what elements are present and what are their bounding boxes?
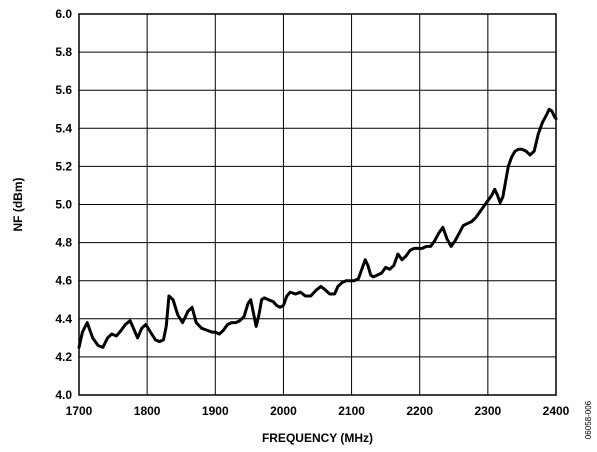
x-tick-label: 2000: [270, 404, 297, 418]
y-tick-label: 4.6: [55, 274, 72, 288]
x-tick-label: 1800: [134, 404, 161, 418]
y-tick-label: 5.6: [55, 83, 72, 97]
y-tick-label: 5.2: [55, 159, 72, 173]
y-tick-label: 5.8: [55, 45, 72, 59]
y-tick-label: 6.0: [55, 7, 72, 21]
series-layer: [77, 107, 558, 349]
x-axis-title: FREQUENCY (MHz): [262, 431, 373, 445]
y-tick-label: 4.8: [55, 236, 72, 250]
grid-lines: [78, 13, 557, 396]
y-axis-title: NF (dBm): [11, 178, 25, 232]
x-tick-labels: 1700 1800 1900 2000 2100 2200 2300 2400: [66, 404, 570, 418]
x-tick-label: 2200: [406, 404, 433, 418]
y-tick-label: 4.4: [55, 312, 72, 326]
y-tick-label: 4.2: [55, 350, 72, 364]
y-tick-label: 4.0: [55, 388, 72, 402]
x-tick-label: 2300: [475, 404, 502, 418]
x-tick-label: 2400: [543, 404, 570, 418]
plot-frame: [78, 13, 557, 396]
y-tick-label: 5.4: [55, 121, 72, 135]
y-tick-label: 5.0: [55, 198, 72, 212]
series-line: [77, 107, 558, 349]
x-tick-label: 1900: [202, 404, 229, 418]
y-tick-labels: 4.0 4.2 4.4 4.6 4.8 5.0 5.2 5.4 5.6 5.8 6.0: [55, 7, 72, 402]
x-tick-label: 2100: [338, 404, 365, 418]
x-tick-label: 1700: [66, 404, 93, 418]
figure-id: 06058-006: [584, 400, 593, 439]
